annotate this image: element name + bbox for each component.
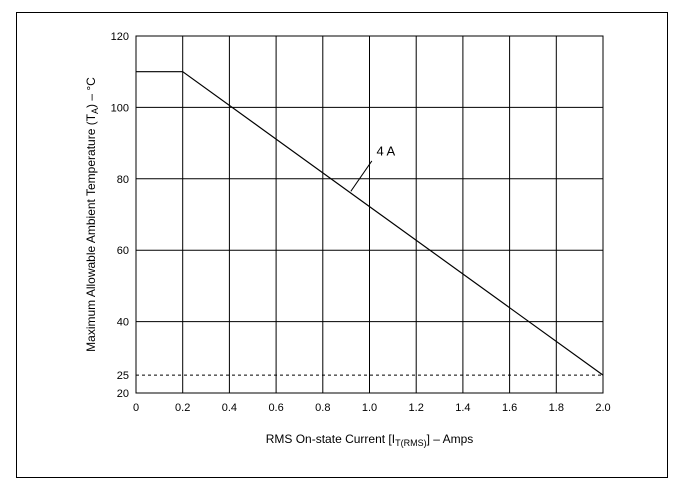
y-tick-label: 25 (117, 370, 129, 382)
x-tick-label: 1.6 (502, 402, 517, 414)
x-tick-label: 0.6 (268, 402, 283, 414)
x-tick-label: 0.8 (315, 402, 330, 414)
annotation-leader (350, 160, 373, 192)
x-tick-label: 0 (133, 402, 139, 414)
y-axis-label-main: Maximum Allowable Ambient Temperature (T (84, 113, 98, 352)
x-tick-label: 1.4 (455, 402, 470, 414)
x-axis-label-tail: ] – Amps (427, 432, 474, 446)
chart: 0 0.2 0.4 0.6 0.8 1.0 1.2 1.4 1.6 1.8 2.0 20 25 40 60… (84, 31, 611, 448)
y-tick-label: 20 (117, 388, 129, 400)
x-tick-label: 2.0 (595, 402, 610, 414)
y-tick-labels: 20 25 40 60 80 100 120 (111, 31, 129, 400)
grid-layer (135, 35, 604, 394)
plot-area (135, 35, 604, 394)
series-line (136, 71, 604, 376)
x-tick-labels: 0 0.2 0.4 0.6 0.8 1.0 1.2 1.4 1.6 1.8 2.0 (133, 402, 611, 414)
series-layer (136, 71, 604, 376)
x-axis-label-subscript: T(RMS) (395, 438, 427, 448)
y-tick-label: 120 (111, 31, 129, 43)
x-tick-label: 1.8 (549, 402, 564, 414)
x-tick-label: 1.2 (409, 402, 424, 414)
y-tick-label: 40 (117, 317, 129, 329)
annotation-label: 4 A (376, 144, 395, 159)
y-tick-label: 60 (117, 245, 129, 257)
chart-frame: 0 0.2 0.4 0.6 0.8 1.0 1.2 1.4 1.6 1.8 2.0 20 25 40 60… (16, 12, 668, 478)
x-tick-label: 0.4 (222, 402, 237, 414)
y-axis-label-subscript: A (90, 108, 100, 114)
x-axis-label-main: RMS On-state Current [I (266, 432, 395, 446)
x-tick-label: 1.0 (362, 402, 377, 414)
y-axis-label-tail: ) – °C (84, 77, 98, 108)
y-tick-label: 80 (117, 174, 129, 186)
x-axis-label: RMS On-state Current [IT(RMS)] – Amps (266, 432, 474, 448)
annotation-layer: 4 A (350, 144, 396, 192)
y-tick-label: 100 (111, 102, 129, 114)
y-axis-label: Maximum Allowable Ambient Temperature (T… (84, 77, 100, 352)
x-tick-label: 0.2 (175, 402, 190, 414)
